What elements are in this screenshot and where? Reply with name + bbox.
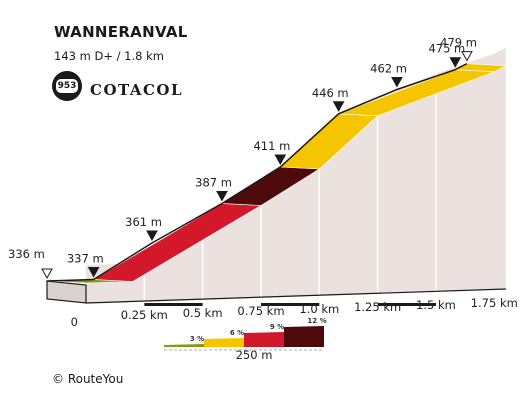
legend-swatch-9 xyxy=(244,332,284,347)
elevation-marker xyxy=(449,57,462,68)
legend-swatch-6 xyxy=(204,338,244,347)
elevation-label: 446 m xyxy=(312,86,349,100)
elevation-label: 336 m xyxy=(8,247,45,261)
legend-swatch-3 xyxy=(164,344,204,347)
x-tick-label: 0.25 km xyxy=(121,308,168,322)
legend-label: 9 % xyxy=(270,323,284,331)
elevation-marker xyxy=(391,76,403,88)
cotacol-badge: 953 xyxy=(52,71,82,101)
elevation-marker xyxy=(332,101,345,112)
x-tick-label: 0.5 km xyxy=(183,306,223,320)
legend-label: 6 % xyxy=(230,329,244,337)
elevation-marker xyxy=(216,190,228,202)
elevation-label: 387 m xyxy=(195,175,232,189)
slab-front xyxy=(46,280,87,304)
x-tick-label: 1.25 km xyxy=(354,300,401,314)
elevation-marker xyxy=(274,154,287,166)
x-tick-label: 1.0 km xyxy=(299,302,339,316)
elevation-marker xyxy=(461,51,473,62)
copyright-notice: © RouteYou xyxy=(52,372,124,386)
x-tick-label: 0 xyxy=(71,315,78,329)
climb-stats: 143 m D+ / 1.8 km xyxy=(54,49,164,63)
elevation-marker xyxy=(146,230,158,242)
legend-scale-label: 250 m xyxy=(236,348,273,362)
x-tick-label: 0.75 km xyxy=(237,304,284,318)
baseline xyxy=(85,288,506,304)
legend-label: 3 % xyxy=(190,335,204,343)
legend-swatch-12 xyxy=(284,326,324,347)
cotacol-number: 953 xyxy=(56,79,78,93)
elevation-label: 475 m xyxy=(428,42,465,56)
elevation-marker xyxy=(41,268,53,280)
profile-outline xyxy=(46,62,468,282)
x-tick-label: 1.75 km xyxy=(471,296,518,310)
elevation-label: 479 m xyxy=(440,36,477,50)
elevation-label: 411 m xyxy=(253,139,290,153)
elevation-marker xyxy=(87,266,100,278)
x-tick-label: 1.5 km xyxy=(416,298,456,312)
legend-label: 12 % xyxy=(307,317,326,325)
elevation-label: 337 m xyxy=(67,251,104,265)
elevation-label: 462 m xyxy=(370,61,407,75)
cotacol-label: COTACOL xyxy=(90,81,184,99)
elevation-label: 361 m xyxy=(125,215,162,229)
climb-title: WANNERANVAL xyxy=(54,23,188,41)
